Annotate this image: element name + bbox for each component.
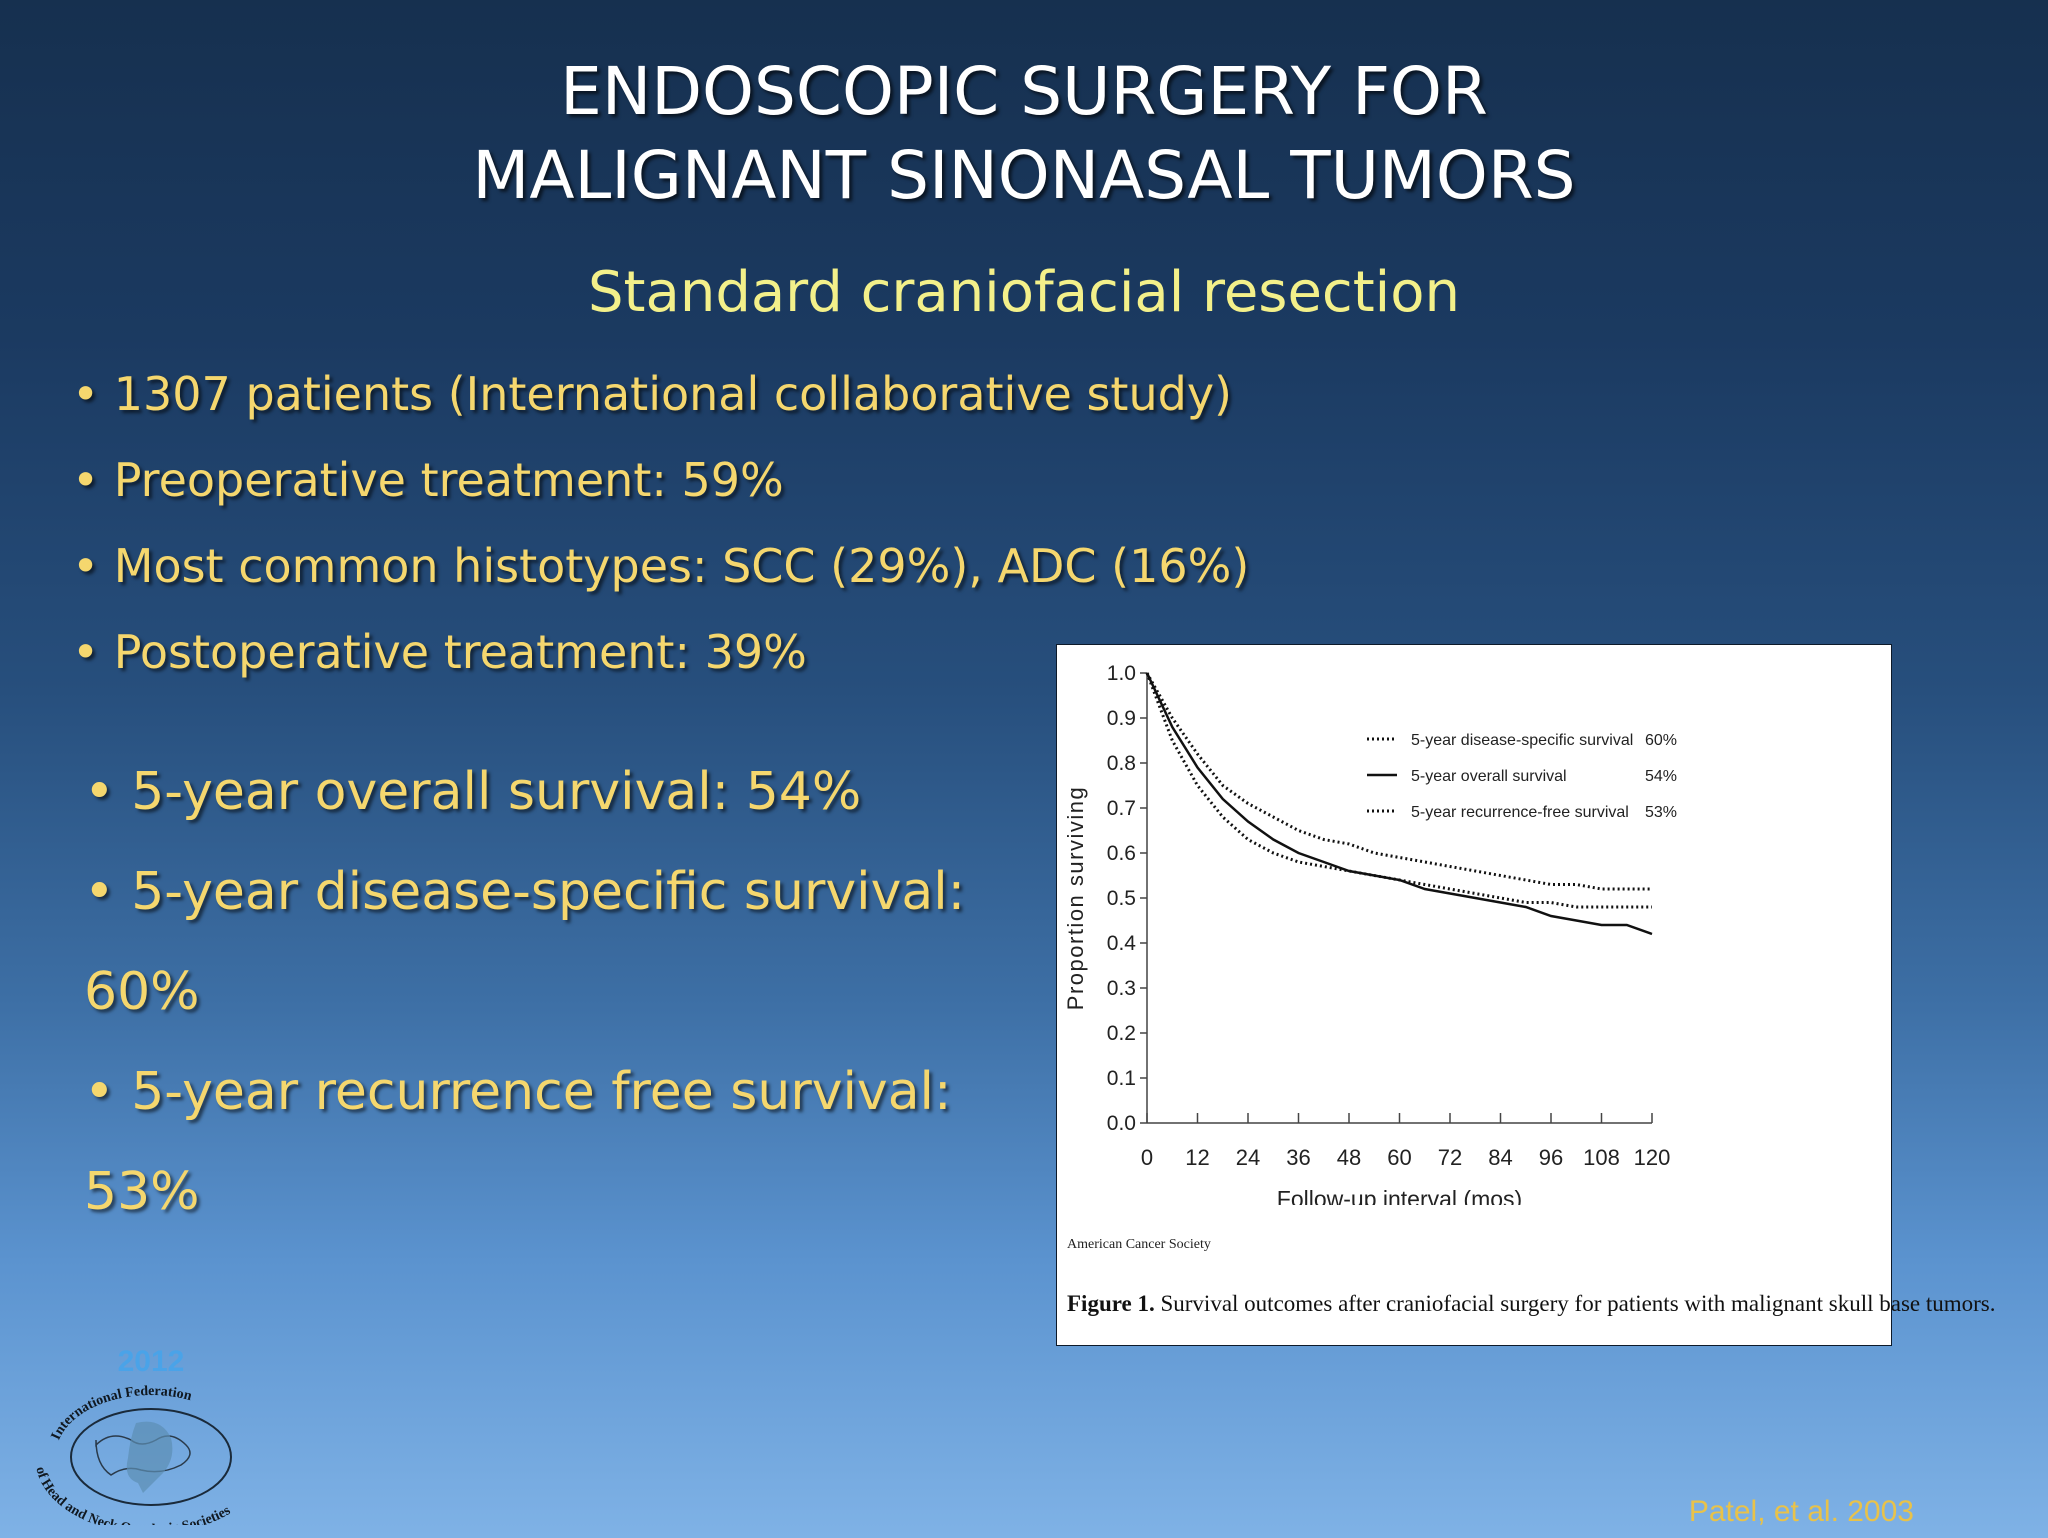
x-tick-label: 96 [1539, 1145, 1563, 1170]
caption-label: Figure 1. [1067, 1291, 1155, 1316]
caption-text: Survival outcomes after craniofacial sur… [1154, 1291, 1996, 1316]
bullet-list-top: • 1307 patients (International collabora… [72, 364, 1249, 708]
slide-subtitle: Standard craniofacial resection [588, 260, 1460, 325]
title-line-2: MALIGNANT SINONASAL TUMORS [472, 137, 1576, 214]
y-tick-label: 0.6 [1107, 842, 1136, 865]
x-tick-label: 12 [1185, 1145, 1209, 1170]
series-line-3 [1145, 672, 1652, 909]
survival-bullet: • 5-year overall survival: 54% [84, 762, 862, 822]
y-tick-label: 0.5 [1107, 887, 1136, 910]
logo-year: 2012 [117, 1345, 185, 1378]
x-tick-label: 60 [1387, 1145, 1411, 1170]
y-tick-label: 0.3 [1107, 977, 1136, 1000]
legend-value: 53% [1645, 804, 1677, 821]
x-tick-label: 36 [1286, 1145, 1310, 1170]
y-tick-label: 0.4 [1107, 932, 1137, 955]
globe-icon [70, 1408, 232, 1506]
x-tick-label: 48 [1337, 1145, 1361, 1170]
legend-label: 5-year disease-specific survival [1411, 732, 1633, 749]
bullet-item: • Postoperative treatment: 39% [72, 625, 807, 679]
y-axis-label: Proportion surviving [1063, 786, 1088, 1010]
y-tick-label: 0.0 [1107, 1112, 1136, 1135]
head-silhouette [126, 1421, 173, 1493]
y-tick-label: 0.9 [1107, 707, 1136, 730]
survival-figure: 0.0 0.1 0.2 0.3 0.4 0.5 0.6 0.7 0.8 0.9 1.0 0 12 24 36… [1056, 644, 1996, 1346]
y-tick-label: 1.0 [1107, 662, 1136, 685]
legend-value: 54% [1645, 768, 1677, 785]
x-tick-label: 120 [1634, 1145, 1671, 1170]
y-tick-label: 0.1 [1107, 1067, 1136, 1090]
x-tick-label: 108 [1583, 1145, 1620, 1170]
title-line-1: ENDOSCOPIC SURGERY FOR [560, 53, 1488, 130]
figure-credit: American Cancer Society [1067, 1237, 1211, 1252]
ifhnos-logo: 2012 International Federation of Head an… [26, 1345, 276, 1525]
slide-title: ENDOSCOPIC SURGERY FOR MALIGNANT SINONAS… [0, 50, 2048, 218]
bullet-item: • Preoperative treatment: 59% [72, 453, 784, 507]
survival-chart: 0.0 0.1 0.2 0.3 0.4 0.5 0.6 0.7 0.8 0.9 1.0 0 12 24 36… [1063, 662, 1677, 1205]
legend-label: 5-year overall survival [1411, 768, 1567, 785]
legend-value: 60% [1645, 732, 1677, 749]
x-tick-label: 0 [1141, 1145, 1153, 1170]
x-tick-label: 72 [1438, 1145, 1462, 1170]
series-line-1 [1145, 672, 1652, 891]
survival-bullet: • 5-year recurrence free survival: 53% [84, 1062, 952, 1222]
figure-caption: Figure 1. Survival outcomes after cranio… [1067, 1291, 1996, 1317]
x-axis-label: Follow-up interval (mos) [1277, 1186, 1522, 1205]
survival-bullet: • 5-year disease-specific survival: 60% [84, 862, 966, 1022]
bullet-list-survival: • 5-year overall survival: 54% • 5-year … [84, 742, 1004, 1242]
y-tick-label: 0.2 [1107, 1022, 1136, 1045]
x-tick-label: 84 [1488, 1145, 1512, 1170]
logo-emblem: International Federation of Head and Nec… [32, 1384, 233, 1525]
x-tick-label: 24 [1236, 1145, 1260, 1170]
citation: Patel, et al. 2003 [1688, 1495, 1914, 1528]
bullet-item: • 1307 patients (International collabora… [72, 367, 1232, 421]
y-tick-label: 0.8 [1107, 752, 1136, 775]
bullet-item: • Most common histotypes: SCC (29%), ADC… [72, 539, 1250, 593]
legend-label: 5-year recurrence-free survival [1411, 804, 1629, 821]
y-tick-label: 0.7 [1107, 797, 1136, 820]
